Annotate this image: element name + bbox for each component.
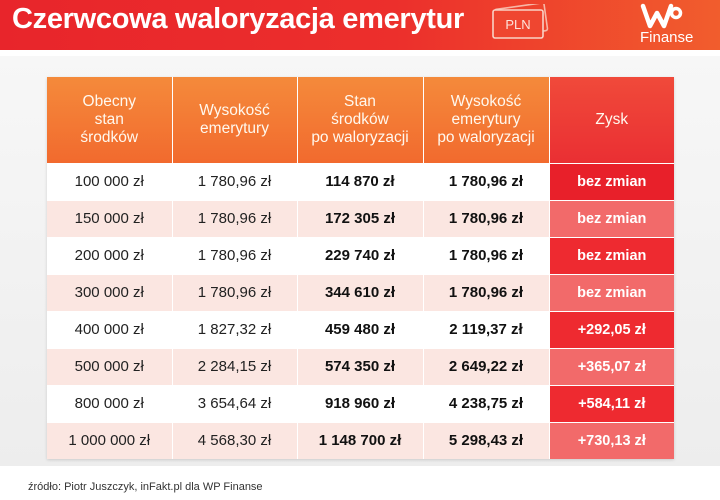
pension-after-cell: 1 780,96 zł [423, 162, 550, 200]
funds-after-cell: 1 148 700 zł [297, 421, 424, 459]
gain-cell: +365,07 zł [549, 347, 674, 385]
source-note: źródło: Piotr Juszczyk, inFakt.pl dla WP… [28, 481, 263, 493]
pension-cell: 1 780,96 zł [172, 273, 298, 311]
pension-cell: 1 780,96 zł [172, 199, 298, 237]
currency-badge-label: PLN [505, 17, 530, 32]
table-row: 1 000 000 zł 4 568,30 zł 1 148 700 zł 5 298… [47, 421, 674, 459]
pension-cell: 1 827,32 zł [172, 310, 298, 348]
current-funds-cell: 800 000 zł [47, 384, 173, 422]
pension-after-cell: 2 119,37 zł [423, 310, 550, 348]
pension-cell: 2 284,15 zł [172, 347, 298, 385]
current-funds-cell: 300 000 zł [47, 273, 173, 311]
page-title: Czerwcowa waloryzacja emerytur [12, 3, 464, 35]
column-header: Wysokość emerytury [172, 77, 298, 163]
table-body: 100 000 zł 1 780,96 zł 114 870 zł 1 780,96 … [47, 162, 674, 459]
logo-text: Finanse [640, 29, 694, 46]
table-row: 200 000 zł 1 780,96 zł 229 740 zł 1 780,96 … [47, 236, 674, 274]
table-row: 300 000 zł 1 780,96 zł 344 610 zł 1 780,96 … [47, 273, 674, 311]
funds-after-cell: 229 740 zł [297, 236, 424, 274]
pension-after-cell: 5 298,43 zł [423, 421, 550, 459]
current-funds-cell: 500 000 zł [47, 347, 173, 385]
pension-cell: 1 780,96 zł [172, 236, 298, 274]
gain-cell: +584,11 zł [549, 384, 674, 422]
table-row: 150 000 zł 1 780,96 zł 172 305 zł 1 780,96 … [47, 199, 674, 237]
table-row: 800 000 zł 3 654,64 zł 918 960 zł 4 238,75 … [47, 384, 674, 422]
funds-after-cell: 172 305 zł [297, 199, 424, 237]
current-funds-cell: 100 000 zł [47, 162, 173, 200]
table-row: 500 000 zł 2 284,15 zł 574 350 zł 2 649,22 … [47, 347, 674, 385]
gain-cell: +292,05 zł [549, 310, 674, 348]
funds-after-cell: 574 350 zł [297, 347, 424, 385]
pension-after-cell: 1 780,96 zł [423, 273, 550, 311]
current-funds-cell: 200 000 zł [47, 236, 173, 274]
gain-cell: +730,13 zł [549, 421, 674, 459]
wp-logo-mark [640, 3, 683, 29]
column-header: Obecny stan środków [47, 77, 173, 163]
funds-after-cell: 459 480 zł [297, 310, 424, 348]
current-funds-cell: 1 000 000 zł [47, 421, 173, 459]
gain-cell: bez zmian [549, 236, 674, 274]
banknote-icon: PLN [492, 4, 549, 39]
pension-table: Obecny stan środków Wysokość emerytury Stan śr… [47, 77, 674, 459]
funds-after-cell: 918 960 zł [297, 384, 424, 422]
gain-cell: bez zmian [549, 273, 674, 311]
pension-cell: 3 654,64 zł [172, 384, 298, 422]
wp-logo: Finanse [632, 0, 712, 50]
column-header: Zysk [549, 77, 674, 163]
header-banner: Czerwcowa waloryzacja emerytur PLN Finan… [0, 0, 720, 50]
table-row: 100 000 zł 1 780,96 zł 114 870 zł 1 780,96 … [47, 162, 674, 200]
pension-after-cell: 2 649,22 zł [423, 347, 550, 385]
pension-cell: 1 780,96 zł [172, 162, 298, 200]
funds-after-cell: 114 870 zł [297, 162, 424, 200]
table-row: 400 000 zł 1 827,32 zł 459 480 zł 2 119,37 … [47, 310, 674, 348]
gain-cell: bez zmian [549, 199, 674, 237]
pension-after-cell: 1 780,96 zł [423, 236, 550, 274]
pension-cell: 4 568,30 zł [172, 421, 298, 459]
column-header: Wysokość emerytury po waloryzacji [423, 77, 550, 163]
table-header: Obecny stan środków Wysokość emerytury Stan śr… [47, 77, 674, 163]
column-header: Stan środków po waloryzacji [297, 77, 424, 163]
current-funds-cell: 400 000 zł [47, 310, 173, 348]
funds-after-cell: 344 610 zł [297, 273, 424, 311]
pension-after-cell: 1 780,96 zł [423, 199, 550, 237]
pension-after-cell: 4 238,75 zł [423, 384, 550, 422]
gain-cell: bez zmian [549, 162, 674, 200]
current-funds-cell: 150 000 zł [47, 199, 173, 237]
